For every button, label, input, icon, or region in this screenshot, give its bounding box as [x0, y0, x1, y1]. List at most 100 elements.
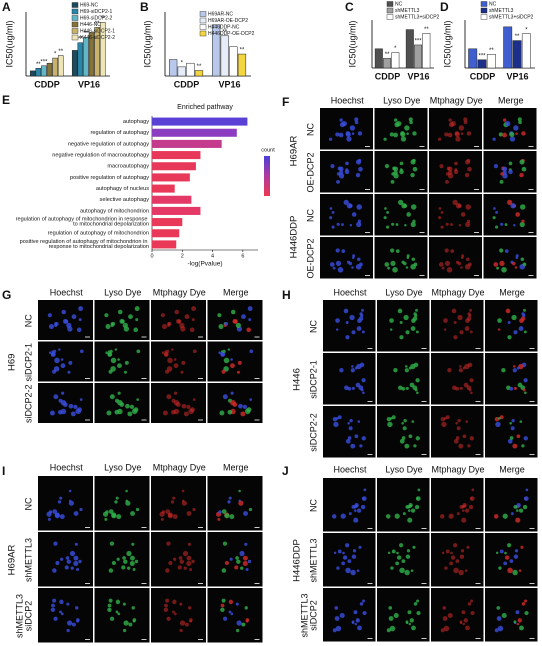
cell: [386, 416, 392, 422]
cell: [357, 318, 362, 324]
cell: [343, 199, 349, 206]
cell: [217, 313, 222, 318]
column-header: Mtphagy Dye: [153, 287, 206, 297]
cell: [383, 216, 387, 220]
cell: [221, 568, 227, 573]
cell: [222, 541, 228, 546]
cell: [516, 622, 520, 626]
bar: [57, 55, 64, 77]
cell: [450, 249, 455, 253]
cell: [409, 120, 413, 125]
cell: [523, 436, 528, 441]
column-header: Mtphagy Dye: [431, 287, 484, 297]
cell: [459, 386, 463, 390]
cell: [76, 327, 82, 333]
legend-swatch: [199, 30, 207, 37]
cell: [404, 569, 410, 576]
cell: [444, 248, 449, 253]
legend-swatch: [480, 14, 488, 20]
bar: [477, 59, 487, 69]
cell: [114, 348, 118, 351]
cell: [53, 616, 58, 621]
cell: [411, 420, 415, 423]
panel-label: G: [2, 288, 11, 302]
cell: [117, 391, 121, 395]
cell: [191, 318, 195, 322]
cell: [464, 569, 468, 573]
significance: **: [84, 31, 89, 37]
micrograph: [94, 341, 150, 382]
cell: [522, 262, 527, 267]
panel-label: A: [2, 0, 11, 14]
cell: [356, 569, 360, 573]
cell: [401, 386, 406, 391]
cell: [349, 224, 353, 227]
cell: [400, 131, 406, 138]
cell: [237, 360, 242, 365]
cell: [504, 249, 509, 253]
legend-swatch: [386, 7, 394, 14]
bar: [391, 52, 400, 69]
micrograph: [485, 300, 538, 352]
cell: [470, 610, 475, 616]
cell: [248, 507, 253, 512]
cell: [348, 512, 352, 516]
cell: [125, 403, 130, 409]
cell: [522, 388, 526, 392]
cell: [403, 261, 407, 266]
cell: [171, 348, 174, 351]
cell: [351, 386, 355, 390]
cell: [362, 391, 365, 395]
bar: [177, 66, 186, 77]
significance: **: [36, 62, 41, 68]
cell: [411, 257, 416, 261]
cell: [78, 318, 82, 322]
row-label: NC: [23, 497, 33, 510]
cell: [397, 199, 404, 206]
legend-label: H446-NC: [80, 22, 101, 28]
x-tick-label: 6: [241, 253, 244, 259]
cell: [161, 351, 165, 355]
cell: [183, 411, 189, 417]
cell: [415, 308, 418, 312]
cell: [331, 225, 335, 229]
cell: [161, 324, 168, 330]
cell: [125, 500, 131, 506]
bar: [194, 70, 204, 77]
cell: [183, 566, 187, 570]
cell: [131, 408, 138, 415]
cell: [336, 222, 340, 226]
cell: [387, 266, 391, 270]
cell: [455, 386, 460, 391]
cell: [220, 352, 225, 357]
cell: [347, 436, 352, 440]
micrograph: [323, 353, 376, 405]
bar: [212, 24, 221, 77]
cell: [162, 410, 168, 416]
legend-label: shMETTL3: [395, 8, 420, 14]
cell: [455, 436, 460, 440]
cell: [78, 559, 82, 564]
cell: [360, 314, 364, 318]
cell: [246, 327, 251, 333]
cell: [504, 555, 510, 560]
cell: [345, 321, 349, 325]
micrograph: [483, 108, 537, 150]
cell: [439, 164, 444, 169]
cell: [335, 328, 339, 331]
cell: [415, 378, 420, 383]
cell: [361, 496, 367, 501]
category-label: CDDP: [375, 71, 401, 81]
cell: [235, 628, 240, 633]
row-label: NC: [305, 123, 315, 136]
cell: [413, 444, 417, 448]
significance: **: [222, 29, 227, 35]
cell: [457, 261, 462, 266]
micrograph: [207, 476, 263, 531]
cell: [59, 610, 62, 614]
cell: [493, 164, 499, 169]
cell: [241, 314, 246, 320]
cell: [455, 136, 461, 142]
cell: [391, 172, 395, 176]
cell: [519, 221, 525, 228]
